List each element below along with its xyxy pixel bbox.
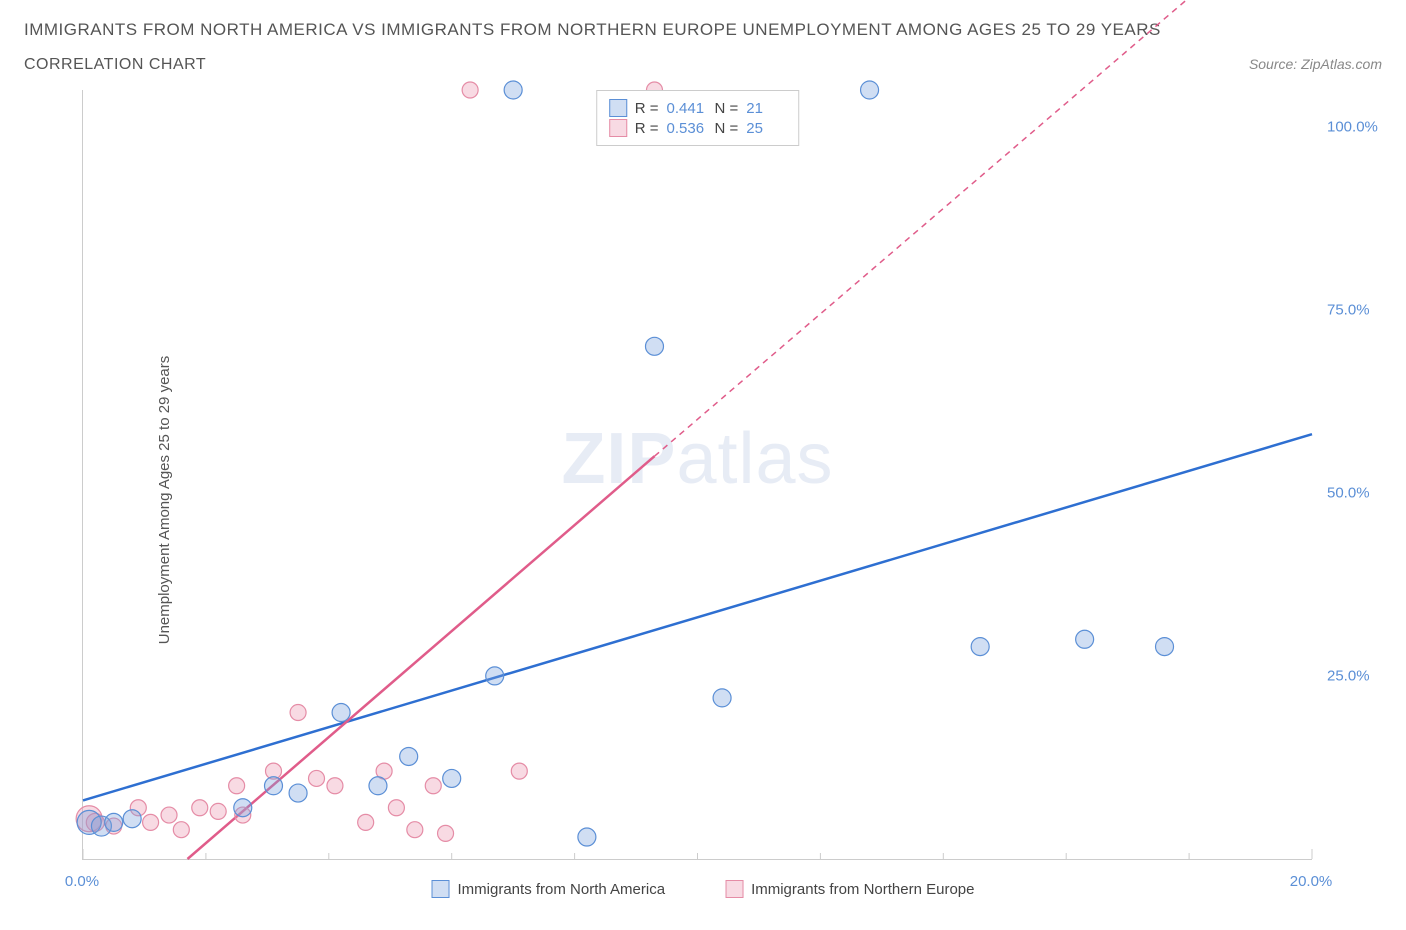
- legend-swatch-north-america: [432, 880, 450, 898]
- plot-area: ZIPatlas R = 0.441 N = 21 R = 0.536 N = …: [82, 90, 1312, 860]
- series-legend: Immigrants from North America Immigrants…: [432, 880, 975, 898]
- chart-header: IMMIGRANTS FROM NORTH AMERICA VS IMMIGRA…: [0, 0, 1406, 74]
- y-tick-label: 75.0%: [1327, 301, 1370, 318]
- chart-subtitle: CORRELATION CHART: [24, 56, 206, 74]
- x-tick-label: 20.0%: [1290, 873, 1333, 890]
- swatch-northern-europe: [609, 119, 627, 137]
- stats-row-north-america: R = 0.441 N = 21: [609, 99, 787, 117]
- swatch-north-america: [609, 99, 627, 117]
- source-attribution: Source: ZipAtlas.com: [1249, 56, 1382, 72]
- source-name: ZipAtlas.com: [1301, 56, 1382, 72]
- legend-item-northern-europe: Immigrants from Northern Europe: [725, 880, 974, 898]
- x-tick-label: 0.0%: [65, 873, 99, 890]
- n-value-north-america: 21: [746, 100, 786, 117]
- r-label: R =: [635, 120, 659, 137]
- stats-row-northern-europe: R = 0.536 N = 25: [609, 119, 787, 137]
- n-label: N =: [715, 120, 739, 137]
- scatter-svg: [83, 90, 1312, 859]
- n-value-northern-europe: 25: [746, 120, 786, 137]
- source-prefix: Source:: [1249, 56, 1301, 72]
- legend-label-north-america: Immigrants from North America: [458, 881, 666, 898]
- r-value-northern-europe: 0.536: [667, 120, 707, 137]
- r-label: R =: [635, 100, 659, 117]
- legend-swatch-northern-europe: [725, 880, 743, 898]
- legend-label-northern-europe: Immigrants from Northern Europe: [751, 881, 974, 898]
- y-tick-label: 50.0%: [1327, 484, 1370, 501]
- chart-container: Unemployment Among Ages 25 to 29 years Z…: [24, 90, 1382, 910]
- y-tick-label: 25.0%: [1327, 667, 1370, 684]
- y-tick-label: 100.0%: [1327, 118, 1378, 135]
- chart-title: IMMIGRANTS FROM NORTH AMERICA VS IMMIGRA…: [24, 18, 1382, 42]
- legend-item-north-america: Immigrants from North America: [432, 880, 666, 898]
- stats-legend: R = 0.441 N = 21 R = 0.536 N = 25: [596, 90, 800, 146]
- n-label: N =: [715, 100, 739, 117]
- subtitle-row: CORRELATION CHART Source: ZipAtlas.com: [24, 56, 1382, 74]
- r-value-north-america: 0.441: [667, 100, 707, 117]
